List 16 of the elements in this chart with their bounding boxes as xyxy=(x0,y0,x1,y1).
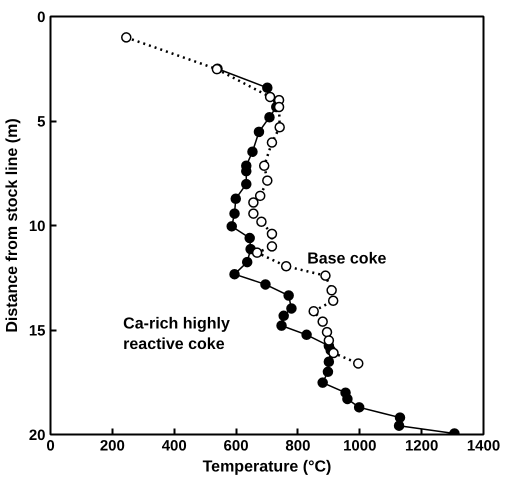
y-tick-label: 20 xyxy=(28,427,46,444)
y-tick-label: 10 xyxy=(28,218,46,235)
x-axis-title: Temperature (°C) xyxy=(202,458,332,476)
x-tick-label: 600 xyxy=(224,438,249,454)
x-tick-label: 400 xyxy=(162,438,187,454)
series-label: Base coke xyxy=(307,250,386,268)
x-tick-label: 1000 xyxy=(343,438,376,454)
x-tick-label: 800 xyxy=(285,438,310,454)
text: Ca-rich highly reactive coke xyxy=(123,315,230,353)
y-tick-label: 5 xyxy=(37,114,46,130)
y-axis-title: Distance from stock line (m) xyxy=(4,118,21,333)
x-tick-label: 200 xyxy=(100,438,125,454)
x-tick-label: 1400 xyxy=(466,438,500,454)
y-tick-label: 0 xyxy=(37,9,46,26)
x-tick-label: 1200 xyxy=(404,438,438,454)
y-tick-label: 15 xyxy=(28,322,46,340)
